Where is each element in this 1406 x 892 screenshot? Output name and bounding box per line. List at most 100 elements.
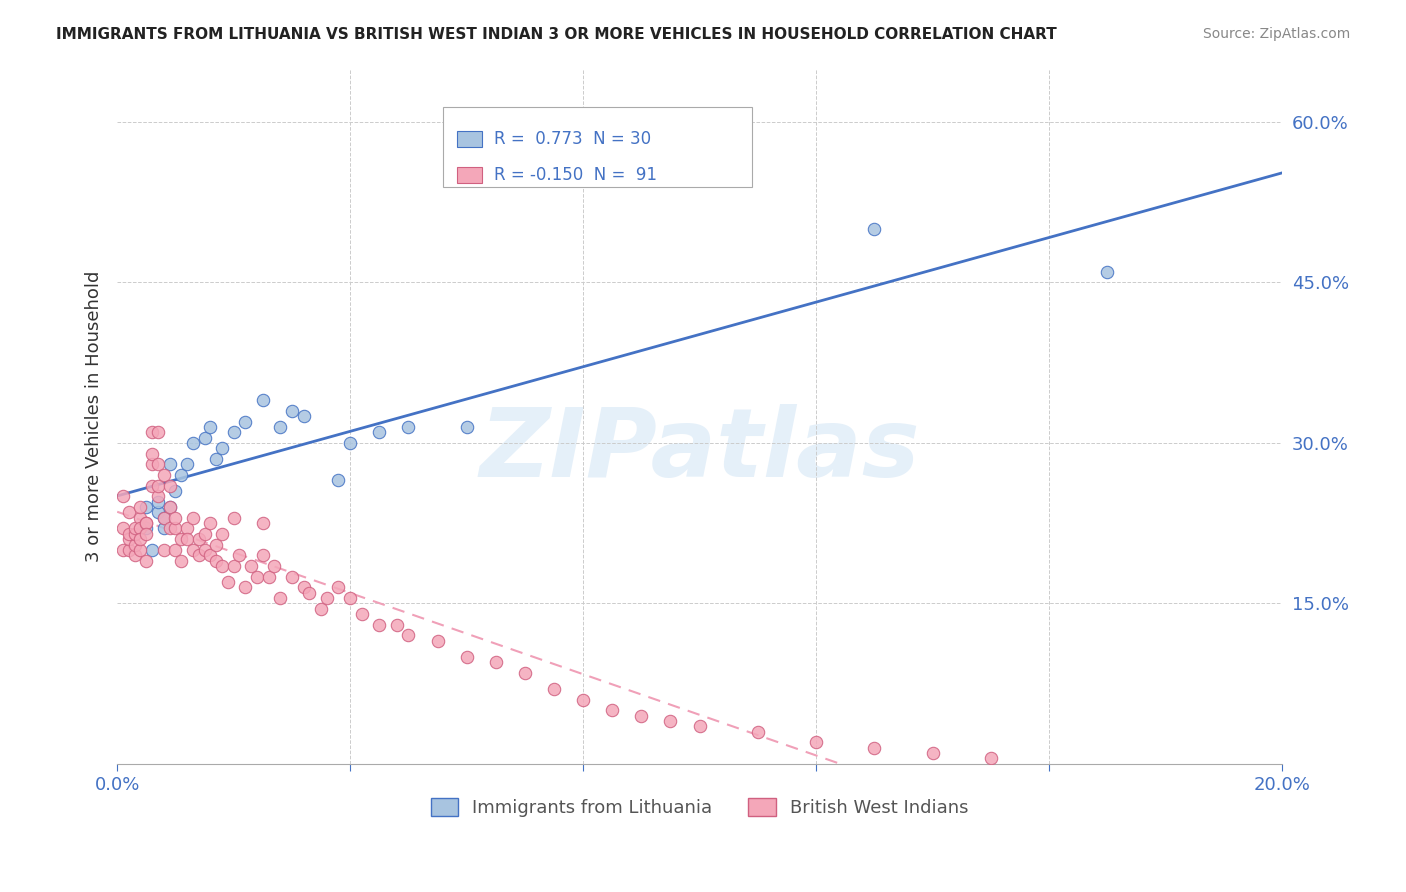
- Point: [328, 474, 350, 488]
- Point: [152, 521, 174, 535]
- Point: [111, 490, 134, 504]
- Point: [129, 500, 152, 514]
- Point: [863, 740, 886, 755]
- Point: [350, 607, 373, 621]
- Point: [205, 553, 228, 567]
- Point: [152, 510, 174, 524]
- Point: [152, 542, 174, 557]
- Point: [193, 542, 215, 557]
- Point: [129, 542, 152, 557]
- Point: [252, 516, 274, 530]
- Point: [292, 580, 315, 594]
- Point: [217, 574, 239, 589]
- Point: [135, 516, 157, 530]
- Point: [863, 222, 886, 236]
- Point: [135, 516, 157, 530]
- Text: ZIPatlas: ZIPatlas: [479, 404, 920, 498]
- Point: [339, 436, 361, 450]
- Point: [129, 521, 152, 535]
- Point: [146, 458, 169, 472]
- Point: [292, 409, 315, 424]
- Point: [111, 521, 134, 535]
- Point: [396, 628, 419, 642]
- Point: [211, 442, 233, 456]
- Point: [170, 553, 193, 567]
- Point: [233, 580, 256, 594]
- Point: [200, 420, 222, 434]
- Y-axis label: 3 or more Vehicles in Household: 3 or more Vehicles in Household: [86, 270, 103, 562]
- Point: [269, 420, 291, 434]
- Point: [141, 458, 163, 472]
- Point: [222, 425, 245, 440]
- Point: [543, 681, 565, 696]
- Point: [118, 542, 141, 557]
- Point: [159, 521, 181, 535]
- Point: [170, 468, 193, 483]
- Point: [124, 548, 146, 562]
- Text: IMMIGRANTS FROM LITHUANIA VS BRITISH WEST INDIAN 3 OR MORE VEHICLES IN HOUSEHOLD: IMMIGRANTS FROM LITHUANIA VS BRITISH WES…: [56, 27, 1057, 42]
- Point: [124, 526, 146, 541]
- Point: [281, 569, 304, 583]
- Point: [176, 532, 198, 546]
- Point: [141, 425, 163, 440]
- Point: [222, 510, 245, 524]
- Point: [135, 500, 157, 514]
- Point: [141, 479, 163, 493]
- Point: [176, 458, 198, 472]
- Point: [152, 510, 174, 524]
- Point: [659, 714, 682, 728]
- Point: [135, 526, 157, 541]
- Point: [135, 553, 157, 567]
- Point: [222, 558, 245, 573]
- Point: [205, 537, 228, 551]
- Point: [600, 703, 623, 717]
- Point: [181, 542, 204, 557]
- Point: [228, 548, 250, 562]
- Point: [170, 532, 193, 546]
- Point: [309, 601, 332, 615]
- Point: [159, 458, 181, 472]
- Point: [240, 558, 263, 573]
- Point: [181, 436, 204, 450]
- Point: [146, 494, 169, 508]
- Point: [233, 415, 256, 429]
- Point: [146, 479, 169, 493]
- Point: [141, 447, 163, 461]
- Point: [385, 617, 408, 632]
- Point: [165, 484, 187, 499]
- Text: R =  0.773  N = 30: R = 0.773 N = 30: [494, 130, 651, 148]
- Text: R = -0.150  N =  91: R = -0.150 N = 91: [494, 166, 657, 185]
- Point: [135, 521, 157, 535]
- Point: [572, 692, 595, 706]
- Point: [200, 516, 222, 530]
- Point: [124, 537, 146, 551]
- Point: [980, 751, 1002, 765]
- Point: [129, 532, 152, 546]
- Point: [456, 649, 478, 664]
- Point: [159, 500, 181, 514]
- Point: [118, 526, 141, 541]
- Point: [630, 708, 652, 723]
- Point: [159, 500, 181, 514]
- Point: [118, 505, 141, 519]
- Point: [146, 490, 169, 504]
- Point: [205, 452, 228, 467]
- Point: [426, 633, 449, 648]
- Point: [141, 542, 163, 557]
- Point: [111, 542, 134, 557]
- Point: [165, 510, 187, 524]
- Point: [747, 724, 769, 739]
- Point: [281, 404, 304, 418]
- Legend: Immigrants from Lithuania, British West Indians: Immigrants from Lithuania, British West …: [423, 790, 976, 824]
- Point: [152, 468, 174, 483]
- Point: [298, 585, 321, 599]
- Point: [246, 569, 269, 583]
- Point: [252, 548, 274, 562]
- Point: [485, 655, 508, 669]
- Point: [159, 479, 181, 493]
- Point: [200, 548, 222, 562]
- Point: [921, 746, 943, 760]
- Point: [211, 558, 233, 573]
- Point: [181, 510, 204, 524]
- Point: [187, 532, 209, 546]
